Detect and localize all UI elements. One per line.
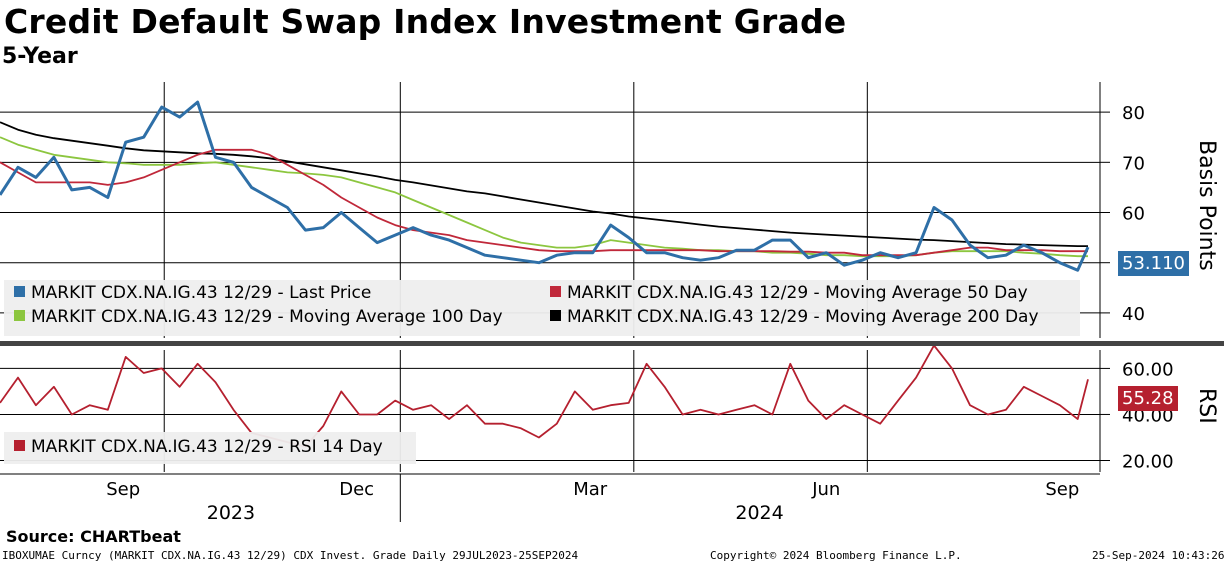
source-note: Source: CHARTbeat <box>6 527 181 546</box>
footer-copyright: Copyright© 2024 Bloomberg Finance L.P. <box>710 549 962 562</box>
footer-ticker: IBOXUMAE Curncy (MARKIT CDX.NA.IG.43 12/… <box>2 549 579 562</box>
legend-label: MARKIT CDX.NA.IG.43 12/29 - Moving Avera… <box>31 307 503 327</box>
last-price-tag: 53.110 <box>1118 251 1189 276</box>
x-tick-label: Sep <box>1045 479 1079 500</box>
rsi-legend: MARKIT CDX.NA.IG.43 12/29 - RSI 14 Day <box>4 432 416 464</box>
legend-swatch <box>14 440 25 451</box>
series-line-last <box>0 100 1090 272</box>
legend-item-last-price: MARKIT CDX.NA.IG.43 12/29 - Last Price <box>14 283 371 303</box>
panel-divider <box>0 341 1224 346</box>
y-tick-label: 60 <box>1122 204 1145 225</box>
legend-label: MARKIT CDX.NA.IG.43 12/29 - RSI 14 Day <box>31 437 383 457</box>
legend-item-ma50: MARKIT CDX.NA.IG.43 12/29 - Moving Avera… <box>550 283 1028 303</box>
series-line-ma200 <box>0 121 1088 248</box>
legend-label: MARKIT CDX.NA.IG.43 12/29 - Moving Avera… <box>567 307 1039 327</box>
x-tick-label: Mar <box>573 479 608 500</box>
legend-swatch <box>14 310 25 321</box>
price-legend: MARKIT CDX.NA.IG.43 12/29 - Last Price M… <box>4 280 1080 336</box>
x-tick-label: Dec <box>339 479 374 500</box>
y-tick-label: 80 <box>1122 103 1145 124</box>
legend-swatch <box>14 286 25 297</box>
x-year-label: 2024 <box>735 502 783 524</box>
x-tick-label: Sep <box>106 479 140 500</box>
legend-swatch <box>550 286 561 297</box>
series-line-ma50 <box>0 148 1088 257</box>
y-tick-label: 60.00 <box>1122 359 1174 380</box>
series-line-ma100 <box>0 136 1088 258</box>
chart-subtitle: 5-Year <box>2 44 78 69</box>
legend-item-rsi: MARKIT CDX.NA.IG.43 12/29 - RSI 14 Day <box>14 437 383 457</box>
y-axis-title: Basis Points <box>1194 140 1219 271</box>
y-tick-label: 70 <box>1122 153 1145 174</box>
last-rsi-tag: 55.28 <box>1118 386 1178 411</box>
y-axis-title: RSI <box>1194 388 1219 424</box>
y-tick-label: 40 <box>1122 304 1145 325</box>
legend-item-ma100: MARKIT CDX.NA.IG.43 12/29 - Moving Avera… <box>14 307 503 327</box>
legend-label: MARKIT CDX.NA.IG.43 12/29 - Moving Avera… <box>567 283 1028 303</box>
chart-title: Credit Default Swap Index Investment Gra… <box>4 2 847 41</box>
series-line-rsi <box>0 344 1089 448</box>
legend-label: MARKIT CDX.NA.IG.43 12/29 - Last Price <box>31 283 372 303</box>
y-tick-label: 20.00 <box>1122 451 1174 472</box>
x-year-label: 2023 <box>207 502 255 524</box>
footer-timestamp: 25-Sep-2024 10:43:26 <box>1092 549 1224 562</box>
legend-swatch <box>550 310 561 321</box>
x-tick-label: Jun <box>811 479 840 500</box>
legend-item-ma200: MARKIT CDX.NA.IG.43 12/29 - Moving Avera… <box>550 307 1039 327</box>
